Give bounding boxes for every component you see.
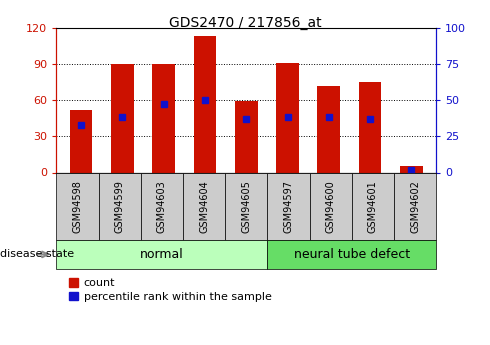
Text: GDS2470 / 217856_at: GDS2470 / 217856_at: [169, 16, 321, 30]
Bar: [194, 36, 216, 172]
Text: GSM94603: GSM94603: [157, 180, 167, 233]
Text: GSM94604: GSM94604: [199, 180, 209, 233]
Bar: [276, 63, 299, 172]
Text: normal: normal: [140, 248, 184, 261]
Bar: [235, 101, 258, 172]
Text: GSM94597: GSM94597: [283, 180, 294, 233]
Bar: [152, 64, 175, 172]
Text: GSM94599: GSM94599: [115, 180, 124, 233]
Bar: [70, 110, 93, 172]
Text: GSM94598: GSM94598: [73, 180, 82, 233]
Text: neural tube defect: neural tube defect: [294, 248, 410, 261]
Bar: [359, 82, 381, 172]
Text: GSM94605: GSM94605: [241, 180, 251, 233]
Text: GSM94602: GSM94602: [410, 180, 420, 233]
Legend: count, percentile rank within the sample: count, percentile rank within the sample: [69, 278, 271, 302]
Bar: [111, 64, 134, 172]
Bar: [400, 167, 423, 172]
Text: GSM94600: GSM94600: [326, 180, 336, 233]
Bar: [318, 86, 340, 172]
Text: GSM94601: GSM94601: [368, 180, 378, 233]
Text: disease state: disease state: [0, 249, 74, 259]
